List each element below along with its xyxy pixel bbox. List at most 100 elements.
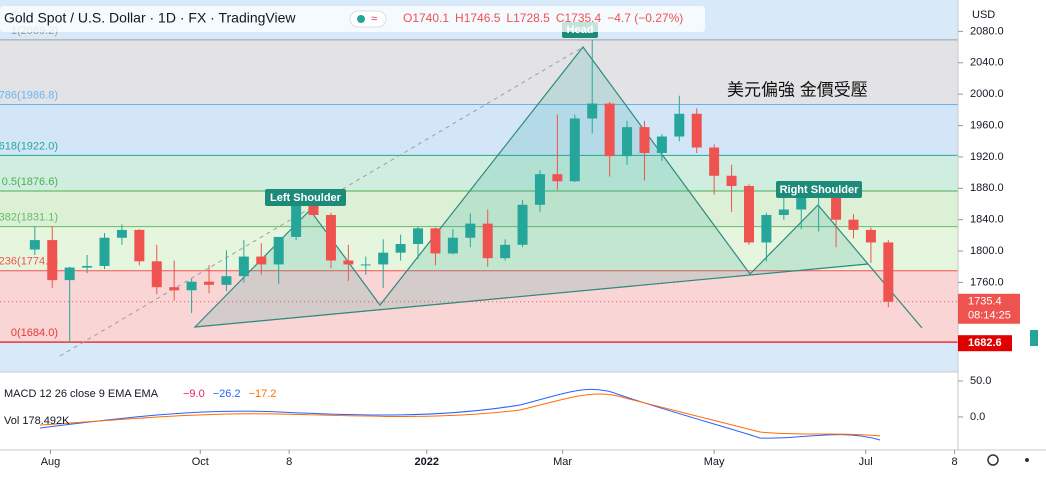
candle-body [378, 252, 389, 265]
candle-body [709, 147, 720, 176]
candle-body [360, 264, 371, 266]
candle-body [656, 136, 667, 154]
currency-label[interactable]: USD [972, 9, 995, 21]
macd-title: MACD 12 26 close 9 EMA EMA [4, 388, 159, 400]
macd-value: −17.2 [249, 388, 277, 400]
projection-line [867, 263, 923, 329]
candle-body [639, 127, 650, 154]
candle-body [517, 204, 528, 245]
fib-band [0, 39, 958, 105]
tag-right-shoulder: Right Shoulder [780, 184, 860, 196]
candle-body [500, 244, 511, 259]
header-toggle[interactable] [349, 10, 387, 28]
candle-body [604, 103, 615, 157]
tag-left-shoulder: Left Shoulder [270, 192, 342, 204]
candles [29, 40, 894, 343]
y-tick-label: 2000.0 [970, 88, 1004, 100]
header-ohlc: O1740.1 H1746.5 L1728.5 C1735.4 −4.7 (−0.27%… [403, 11, 683, 25]
ohlc-value: −4.7 (−0.27%) [607, 11, 683, 25]
fib-label: 0.618(1922.0) [0, 140, 58, 152]
candle-body [134, 229, 145, 262]
macd-y-tick-label: 0.0 [970, 411, 985, 423]
y-tick-label: 1840.0 [970, 214, 1004, 226]
fib-label: 0.5(1876.6) [2, 176, 58, 188]
candle-body [691, 113, 702, 148]
candle-body [430, 228, 441, 254]
candle-body [761, 214, 772, 243]
candle-body [204, 281, 215, 285]
x-tick-label: 8 [951, 456, 957, 468]
candle-body [622, 127, 633, 157]
candle-body [587, 103, 598, 119]
fib-band [0, 104, 958, 156]
fib-label: 0(1684.0) [11, 327, 58, 339]
candle-body [99, 237, 110, 266]
candle-body [343, 260, 354, 265]
annotation: 美元偏強 金價受壓 [727, 80, 868, 99]
macd-value: −9.0 [183, 388, 205, 400]
x-tick-label: May [704, 456, 725, 468]
settings-icon[interactable] [987, 454, 999, 466]
candle-body [221, 276, 232, 285]
macd-line [39, 388, 881, 441]
candle-body [64, 267, 75, 281]
fib-label: 0.236(1774.9) [0, 256, 58, 268]
candle-body [447, 237, 458, 254]
candle-body [482, 223, 493, 259]
macd-values: −9.0 −26.2 −17.2 [183, 388, 276, 400]
fib-label: 0.786(1986.8) [0, 89, 58, 101]
price-axis-bg [958, 0, 1046, 478]
x-tick-label: Jul [859, 456, 873, 468]
y-tick-label: 1760.0 [970, 276, 1004, 288]
toggle-icon: ≈ [371, 13, 377, 25]
candle-body [82, 265, 93, 268]
x-tick-label: Mar [553, 456, 572, 468]
tag-box [265, 189, 346, 206]
fib-label: 0.382(1831.1) [0, 212, 58, 224]
candle-body [47, 240, 58, 281]
ohlc-value: H1746.5 [455, 11, 501, 25]
x-tick-label: 8 [286, 456, 292, 468]
neckline [194, 263, 869, 328]
ohlc-value: O1740.1 [403, 11, 449, 25]
y-tick-label: 2080.0 [970, 25, 1004, 37]
candle-body [291, 200, 302, 237]
candle-body [238, 256, 249, 277]
candle-body [726, 175, 737, 186]
candle-body [325, 214, 336, 261]
more-icon[interactable] [1025, 458, 1029, 462]
last-price-box [958, 293, 1020, 324]
low-marker-box [958, 335, 1012, 352]
candle-body [674, 113, 685, 137]
tag-box [776, 181, 862, 198]
y-tick-label: 2040.0 [970, 57, 1004, 69]
x-tick-label: 2022 [415, 456, 439, 468]
candle-body [831, 195, 842, 220]
candle-body [256, 256, 267, 265]
candle-body [883, 242, 894, 302]
macd-y-tick-label: 50.0 [970, 375, 991, 387]
candle-body [848, 219, 859, 230]
y-tick-label: 1800.0 [970, 245, 1004, 257]
y-tick-label: 1960.0 [970, 119, 1004, 131]
candle-body [151, 261, 162, 288]
header-title: Gold Spot / U.S. Dollar · 1D · FX · Trad… [4, 10, 296, 26]
candle-body [743, 185, 754, 243]
y-tick-label: 1880.0 [970, 182, 1004, 194]
candle-body [569, 118, 580, 182]
x-tick-label: Aug [41, 456, 61, 468]
trend-line [59, 46, 584, 357]
candle-body [865, 229, 876, 243]
candle-body [395, 244, 406, 253]
x-tick-label: Oct [192, 456, 209, 468]
candle-body [413, 228, 424, 245]
countdown: 08:14:25 [968, 310, 1011, 322]
candle-body [169, 287, 180, 291]
candle-body [273, 236, 284, 265]
scale-handle[interactable] [1030, 330, 1038, 346]
candle-body [116, 229, 127, 238]
candle-body [534, 174, 545, 205]
ohlc-value: C1735.4 [556, 11, 602, 25]
volume-label: Vol 178.492K [4, 415, 70, 427]
